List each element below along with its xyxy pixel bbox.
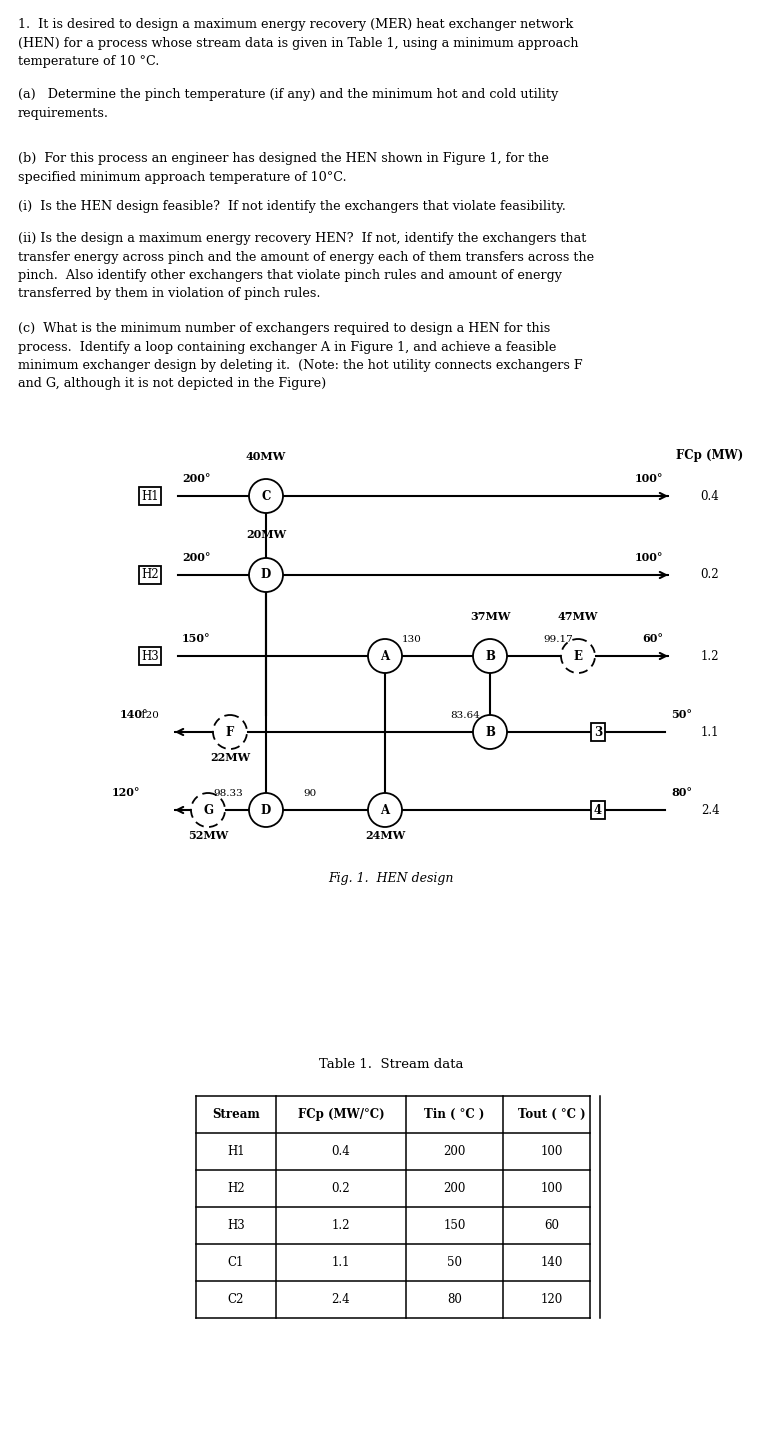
Text: 100: 100 bbox=[540, 1145, 563, 1158]
Text: 4: 4 bbox=[594, 804, 602, 817]
Text: 2.4: 2.4 bbox=[332, 1293, 350, 1306]
Text: 0.4: 0.4 bbox=[332, 1145, 350, 1158]
Circle shape bbox=[473, 639, 507, 672]
Text: 1.1: 1.1 bbox=[701, 726, 719, 739]
Text: 37MW: 37MW bbox=[470, 612, 510, 622]
Text: 0.2: 0.2 bbox=[332, 1181, 350, 1194]
Text: 90: 90 bbox=[303, 790, 317, 798]
Text: 0.2: 0.2 bbox=[701, 568, 719, 581]
Text: 120: 120 bbox=[540, 1293, 562, 1306]
Text: 130: 130 bbox=[402, 635, 422, 643]
Text: Fig. 1.  HEN design: Fig. 1. HEN design bbox=[328, 872, 454, 885]
Text: (b)  For this process an engineer has designed the HEN shown in Figure 1, for th: (b) For this process an engineer has des… bbox=[18, 152, 549, 184]
Text: C1: C1 bbox=[228, 1257, 244, 1270]
Text: 47MW: 47MW bbox=[558, 612, 598, 622]
Text: 1.2: 1.2 bbox=[701, 649, 719, 662]
Text: 200: 200 bbox=[443, 1145, 466, 1158]
Text: 200: 200 bbox=[443, 1181, 466, 1194]
Circle shape bbox=[368, 639, 402, 672]
Text: A: A bbox=[380, 804, 389, 817]
Text: 60: 60 bbox=[544, 1219, 559, 1232]
Circle shape bbox=[213, 714, 247, 749]
Text: 99.17: 99.17 bbox=[543, 635, 573, 643]
Text: 40MW: 40MW bbox=[246, 451, 286, 463]
Text: Table 1.  Stream data: Table 1. Stream data bbox=[319, 1058, 463, 1071]
Text: 20MW: 20MW bbox=[246, 529, 286, 539]
Text: (c)  What is the minimum number of exchangers required to design a HEN for this
: (c) What is the minimum number of exchan… bbox=[18, 322, 583, 390]
Text: 150°: 150° bbox=[182, 633, 210, 643]
Text: H1: H1 bbox=[228, 1145, 245, 1158]
Text: H2: H2 bbox=[142, 568, 159, 581]
Text: A: A bbox=[380, 649, 389, 662]
Circle shape bbox=[191, 792, 225, 827]
Text: 100: 100 bbox=[540, 1181, 563, 1194]
Text: Tin ( °C ): Tin ( °C ) bbox=[425, 1108, 485, 1121]
Circle shape bbox=[368, 792, 402, 827]
Text: 98.33: 98.33 bbox=[213, 790, 243, 798]
Text: H3: H3 bbox=[227, 1219, 245, 1232]
Text: 0.4: 0.4 bbox=[701, 490, 719, 503]
Text: 2.4: 2.4 bbox=[701, 804, 719, 817]
Text: 100°: 100° bbox=[634, 552, 663, 562]
Text: D: D bbox=[261, 568, 271, 581]
Text: F: F bbox=[226, 726, 234, 739]
Circle shape bbox=[249, 558, 283, 591]
Circle shape bbox=[249, 792, 283, 827]
Text: Tout ( °C ): Tout ( °C ) bbox=[518, 1108, 585, 1121]
Text: B: B bbox=[485, 726, 495, 739]
Text: 1.2: 1.2 bbox=[332, 1219, 350, 1232]
Text: C2: C2 bbox=[228, 1293, 244, 1306]
Text: 60°: 60° bbox=[642, 633, 663, 643]
Text: 80°: 80° bbox=[671, 787, 692, 798]
Text: 83.64: 83.64 bbox=[450, 711, 480, 720]
Text: D: D bbox=[261, 804, 271, 817]
Text: 100°: 100° bbox=[634, 473, 663, 484]
Text: 120°: 120° bbox=[112, 787, 141, 798]
Text: (i)  Is the HEN design feasible?  If not identify the exchangers that violate fe: (i) Is the HEN design feasible? If not i… bbox=[18, 200, 566, 213]
Text: 200°: 200° bbox=[182, 552, 210, 562]
Circle shape bbox=[473, 714, 507, 749]
Text: 1.  It is desired to design a maximum energy recovery (MER) heat exchanger netwo: 1. It is desired to design a maximum ene… bbox=[18, 17, 579, 68]
Text: B: B bbox=[485, 649, 495, 662]
Text: 1.1: 1.1 bbox=[332, 1257, 350, 1270]
Circle shape bbox=[249, 479, 283, 513]
Text: 50°: 50° bbox=[671, 709, 692, 720]
Text: FCp (MW/°C): FCp (MW/°C) bbox=[298, 1108, 384, 1121]
Text: 200°: 200° bbox=[182, 473, 210, 484]
Text: H3: H3 bbox=[141, 649, 159, 662]
Text: 150: 150 bbox=[443, 1219, 466, 1232]
Text: 120: 120 bbox=[140, 711, 160, 720]
Text: 52MW: 52MW bbox=[188, 830, 228, 842]
Text: 22MW: 22MW bbox=[210, 752, 250, 763]
Text: Stream: Stream bbox=[212, 1108, 260, 1121]
Text: 3: 3 bbox=[594, 726, 602, 739]
Circle shape bbox=[561, 639, 595, 672]
Text: 140°: 140° bbox=[120, 709, 149, 720]
Text: H2: H2 bbox=[228, 1181, 245, 1194]
Text: 80: 80 bbox=[447, 1293, 462, 1306]
Text: FCp (MW): FCp (MW) bbox=[676, 450, 744, 463]
Text: E: E bbox=[573, 649, 583, 662]
Text: (a)   Determine the pinch temperature (if any) and the minimum hot and cold util: (a) Determine the pinch temperature (if … bbox=[18, 88, 558, 120]
Text: 140: 140 bbox=[540, 1257, 563, 1270]
Text: C: C bbox=[261, 490, 271, 503]
Text: H1: H1 bbox=[142, 490, 159, 503]
Text: (ii) Is the design a maximum energy recovery HEN?  If not, identify the exchange: (ii) Is the design a maximum energy reco… bbox=[18, 231, 594, 301]
Text: G: G bbox=[203, 804, 213, 817]
Text: 50: 50 bbox=[447, 1257, 462, 1270]
Text: 24MW: 24MW bbox=[365, 830, 405, 842]
